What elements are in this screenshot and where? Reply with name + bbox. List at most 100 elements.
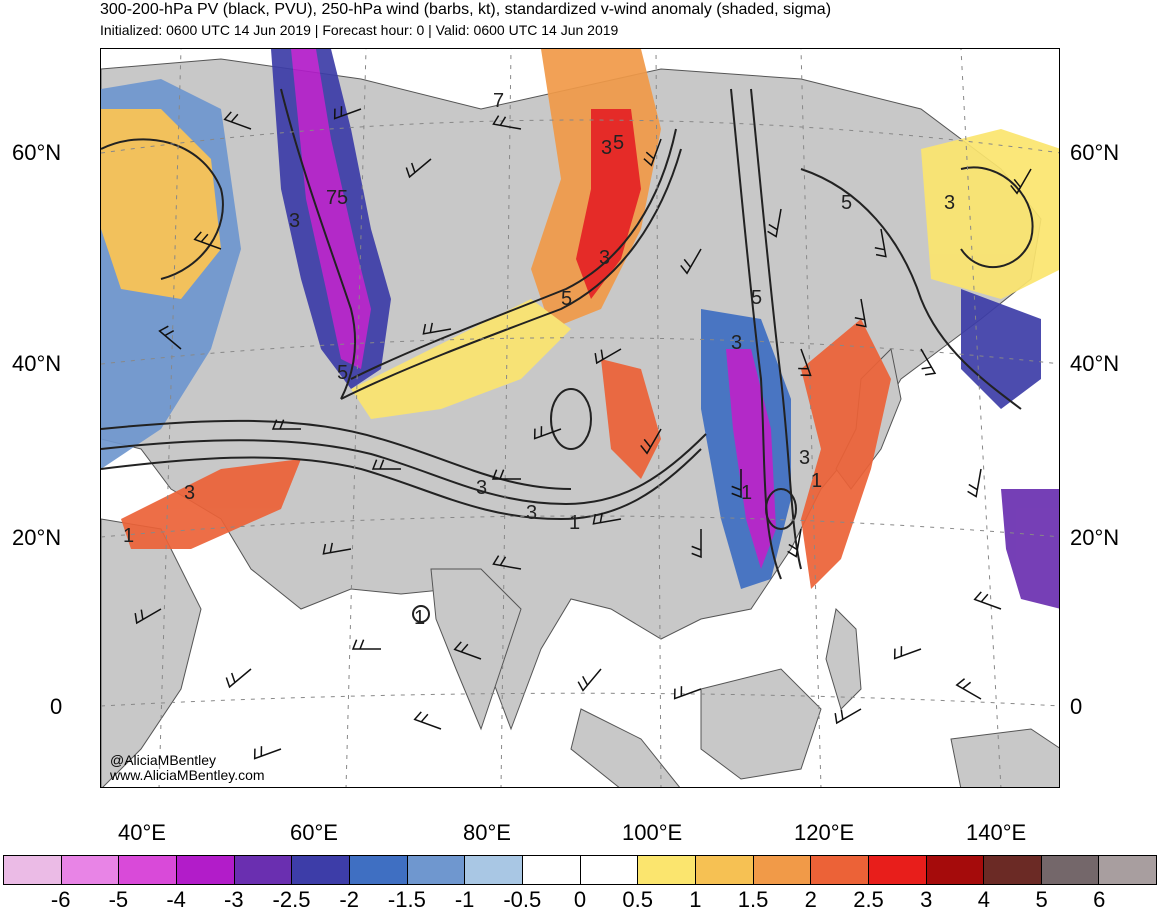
wind-barb: [834, 708, 862, 725]
weather-map: 3 7 5 1 5 3 3 7 5 3 3 1 3 1 5 3 1 3 5 3 …: [100, 48, 1060, 788]
contour-label: 3: [601, 137, 612, 159]
colorbar-label: 2: [804, 887, 817, 912]
contour-label: 3: [476, 477, 487, 499]
longitude-line: [960, 49, 1002, 787]
wind-barb: [643, 138, 662, 167]
colorbar-swatch: [926, 856, 985, 884]
contour-labels: 3 7 5 1 5 3 3 7 5 3 3 1 3 1 5 3 1 3 5 3 …: [123, 90, 955, 629]
pv-contour: [765, 488, 797, 530]
contour-label: 3: [184, 482, 195, 504]
colorbar-label: -4: [166, 887, 186, 912]
philippines-land: [825, 607, 862, 710]
contour-label: 3: [526, 502, 537, 524]
pv-contour: [101, 138, 224, 280]
colorbar-swatch: [176, 856, 235, 884]
wind-barb: [225, 668, 252, 689]
lon-label: 120°E: [794, 820, 855, 845]
pv-contour: [101, 448, 702, 521]
wind-barb: [874, 228, 887, 258]
contour-label: 1: [811, 470, 822, 492]
positive-anomaly-central-asia: [351, 299, 571, 419]
africa-land: [101, 518, 202, 787]
colorbar-label: -0.5: [503, 887, 542, 912]
contour-label: 5: [841, 192, 852, 214]
colorbar-label: 4: [977, 887, 991, 912]
wind-barb: [967, 468, 982, 498]
contour-label: 7: [326, 187, 337, 209]
colorbar-swatch: [1041, 856, 1100, 884]
colorbar-swatch: [984, 856, 1042, 884]
wind-barbs: [134, 106, 1032, 760]
longitude-line: [345, 49, 367, 787]
colorbar-swatch: [753, 856, 812, 884]
contour-label: 3: [944, 192, 955, 214]
latitude-line: [101, 692, 1059, 707]
pv-contour: [800, 168, 1022, 410]
contour-label: 1: [123, 525, 134, 547]
anomaly-shading: [101, 49, 1059, 609]
wind-barb: [193, 231, 222, 250]
wind-barb: [691, 529, 702, 559]
colorbar-swatch: [61, 856, 120, 884]
colorbar-label: -1.5: [387, 887, 426, 912]
wind-barb: [134, 608, 162, 625]
colorbar-swatch: [1099, 856, 1157, 884]
colorbar-swatch: [580, 856, 639, 884]
positive-anomaly-arabia: [121, 459, 301, 549]
wind-barb: [422, 322, 452, 335]
wind-barb: [673, 686, 702, 700]
colorbar-label: 3: [920, 887, 933, 912]
lon-label: 100°E: [622, 820, 683, 845]
contour-label: 1: [741, 482, 752, 504]
wind-barb: [405, 158, 432, 179]
graticule-lines: [101, 49, 1059, 787]
wind-barb: [533, 426, 562, 440]
colorbar-swatch: [234, 856, 293, 884]
lon-label: 60°E: [290, 820, 338, 845]
pv-contour: [101, 419, 572, 490]
wind-barb: [731, 469, 742, 499]
colorbar-label: -3: [224, 887, 244, 912]
longitude-line: [500, 49, 512, 787]
colorbar-label: -1: [454, 887, 475, 912]
pv-contour: [730, 88, 782, 580]
contour-label: 5: [337, 362, 348, 384]
wind-barb: [680, 248, 702, 275]
contour-label: 5: [337, 187, 348, 209]
negative-anomaly-east: [1001, 489, 1059, 609]
wind-barb: [253, 746, 282, 760]
colorbar-label: -5: [108, 887, 129, 912]
lat-label-left: 0: [50, 694, 63, 719]
wind-barb: [893, 646, 922, 660]
wind-barb: [492, 555, 522, 570]
positive-anomaly-siberia-core: [576, 109, 641, 299]
pv-contour: [350, 128, 677, 380]
wind-barb: [798, 348, 812, 377]
latitude-line: [101, 515, 1059, 538]
wind-barb: [223, 111, 252, 130]
contour-label: 5: [561, 288, 572, 310]
pv-contour: [750, 88, 802, 570]
india-land: [430, 568, 522, 731]
lat-label-right: 0: [1070, 694, 1083, 719]
lon-label: 80°E: [463, 820, 511, 845]
contour-label: 3: [599, 247, 610, 269]
wind-barb: [491, 469, 521, 480]
wind-barb: [322, 542, 352, 555]
lat-label-right: 60°N: [1070, 140, 1120, 165]
colorbar-swatch: [119, 856, 177, 884]
pv-contour: [101, 433, 707, 506]
colorbar: [3, 855, 1157, 885]
colorbar-swatch: [349, 856, 408, 884]
wind-barb: [333, 106, 362, 120]
credit-handle: @AliciaMBentley: [110, 752, 217, 768]
colorbar-label: 0.5: [622, 887, 653, 912]
lat-label-left: 40°N: [12, 351, 62, 376]
colorbar-label: 5: [1035, 887, 1048, 912]
contour-label: 7: [493, 90, 504, 112]
wind-barb: [767, 208, 782, 238]
wind-barb: [1010, 168, 1032, 195]
pv-contour: [340, 148, 682, 400]
wind-barb: [371, 459, 401, 470]
colorbar-swatch: [695, 856, 754, 884]
